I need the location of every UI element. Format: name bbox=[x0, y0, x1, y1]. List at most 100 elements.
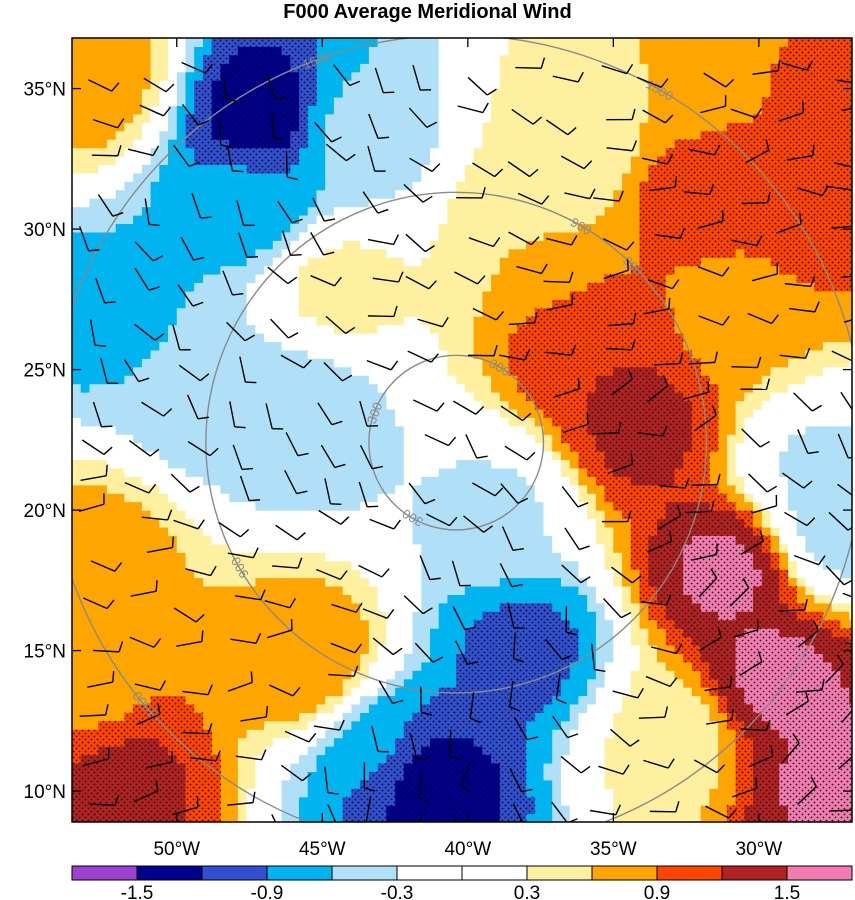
field-cell bbox=[526, 147, 536, 157]
field-cell bbox=[421, 543, 431, 553]
field-cell bbox=[220, 754, 230, 764]
field-cell bbox=[438, 400, 448, 410]
field-cell bbox=[299, 206, 309, 216]
field-cell bbox=[482, 594, 492, 604]
field-cell bbox=[272, 611, 283, 621]
field-cell bbox=[168, 375, 178, 385]
field-cell bbox=[176, 206, 187, 216]
field-cell bbox=[377, 307, 387, 317]
field-cell bbox=[360, 223, 370, 233]
field-cell bbox=[403, 451, 414, 461]
field-cell bbox=[526, 282, 536, 292]
field-cell bbox=[141, 493, 152, 503]
field-cell bbox=[98, 282, 108, 292]
field-cell bbox=[316, 299, 326, 309]
field-cell bbox=[447, 240, 457, 250]
field-cell bbox=[430, 97, 440, 106]
field-cell bbox=[272, 215, 283, 224]
field-cell bbox=[508, 257, 518, 267]
field-cell bbox=[185, 333, 195, 343]
field-cell bbox=[464, 113, 475, 123]
field-cell bbox=[456, 324, 466, 334]
field-cell bbox=[133, 113, 143, 123]
field-cell bbox=[159, 231, 169, 241]
field-cell bbox=[403, 324, 414, 334]
field-cell bbox=[386, 147, 396, 157]
field-cell bbox=[281, 645, 291, 654]
field-cell bbox=[176, 442, 187, 452]
field-cell bbox=[325, 653, 335, 663]
field-cell bbox=[168, 594, 178, 604]
field-cell bbox=[456, 172, 466, 182]
field-cell bbox=[491, 240, 501, 250]
field-cell bbox=[168, 586, 178, 595]
field-cell bbox=[264, 392, 274, 402]
field-cell bbox=[141, 670, 152, 680]
field-cell bbox=[229, 307, 239, 317]
field-cell bbox=[176, 257, 187, 267]
field-cell bbox=[386, 400, 396, 410]
field-cell bbox=[325, 526, 335, 536]
field-cell bbox=[124, 493, 134, 503]
field-cell bbox=[517, 484, 527, 494]
field-cell bbox=[176, 181, 187, 191]
field-cell bbox=[290, 476, 300, 486]
field-cell bbox=[203, 417, 213, 427]
field-cell bbox=[499, 290, 510, 300]
field-cell bbox=[491, 38, 501, 47]
field-cell bbox=[220, 763, 230, 772]
field-cell bbox=[307, 704, 317, 713]
field-cell bbox=[307, 484, 317, 494]
field-cell bbox=[377, 493, 387, 503]
field-cell bbox=[124, 139, 134, 149]
field-cell bbox=[499, 231, 510, 241]
field-cell bbox=[133, 63, 143, 73]
field-cell bbox=[299, 341, 309, 351]
field-cell bbox=[377, 746, 387, 756]
field-cell bbox=[281, 282, 291, 292]
field-cell bbox=[342, 349, 352, 359]
field-cell bbox=[176, 324, 187, 334]
field-cell bbox=[299, 484, 309, 494]
field-cell bbox=[464, 459, 475, 469]
field-cell bbox=[421, 552, 431, 562]
field-cell bbox=[72, 400, 82, 410]
field-cell bbox=[403, 619, 414, 629]
field-cell bbox=[290, 526, 300, 536]
field-cell bbox=[72, 653, 82, 663]
field-cell bbox=[176, 602, 187, 612]
field-cell bbox=[421, 501, 431, 511]
field-cell bbox=[246, 240, 256, 250]
field-cell bbox=[246, 737, 256, 747]
field-cell bbox=[255, 299, 265, 309]
field-cell bbox=[534, 763, 545, 772]
field-cell bbox=[307, 383, 317, 393]
field-cell bbox=[464, 341, 475, 351]
field-cell bbox=[264, 518, 274, 528]
field-cell bbox=[517, 223, 527, 233]
field-cell bbox=[168, 425, 178, 435]
field-cell bbox=[412, 358, 422, 368]
field-cell bbox=[482, 46, 492, 56]
field-cell bbox=[534, 299, 545, 309]
field-cell bbox=[526, 543, 536, 553]
field-cell bbox=[281, 400, 291, 410]
field-cell bbox=[220, 181, 230, 191]
field-cell bbox=[333, 704, 344, 713]
field-cell bbox=[194, 645, 204, 654]
field-cell bbox=[395, 257, 405, 267]
field-cell bbox=[421, 484, 431, 494]
field-cell bbox=[473, 375, 483, 385]
field-cell bbox=[456, 63, 466, 73]
field-cell bbox=[98, 206, 108, 216]
field-cell bbox=[438, 442, 448, 452]
field-cell bbox=[499, 38, 510, 47]
field-cell bbox=[412, 645, 422, 654]
field-cell bbox=[333, 712, 344, 722]
field-cell bbox=[299, 417, 309, 427]
field-cell bbox=[133, 290, 143, 300]
field-cell bbox=[106, 189, 117, 199]
field-cell bbox=[106, 54, 117, 64]
field-cell bbox=[377, 687, 387, 697]
